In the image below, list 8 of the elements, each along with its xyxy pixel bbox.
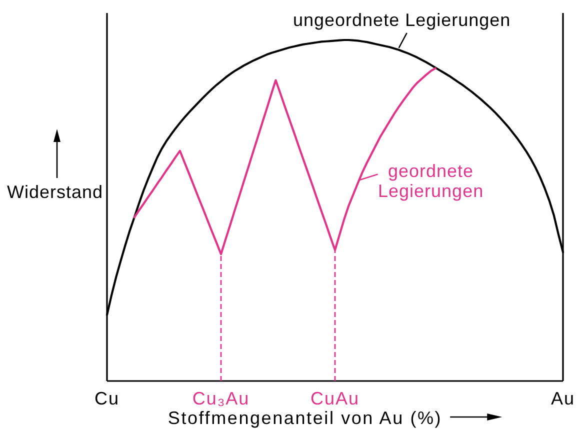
x-tick-label: Au bbox=[550, 388, 576, 408]
x-tick-label: CuAu bbox=[310, 388, 360, 408]
x-tick-label: Cu₃Au bbox=[192, 388, 250, 408]
series-label: ungeordnete Legierungen bbox=[292, 10, 511, 30]
y-axis-title: Widerstand bbox=[6, 182, 104, 202]
x-axis-title: Stoffmengenanteil von Au (%) bbox=[168, 408, 442, 428]
legend-label: geordnete Legierungen bbox=[378, 161, 484, 202]
x-tick-label: Cu bbox=[94, 388, 120, 408]
